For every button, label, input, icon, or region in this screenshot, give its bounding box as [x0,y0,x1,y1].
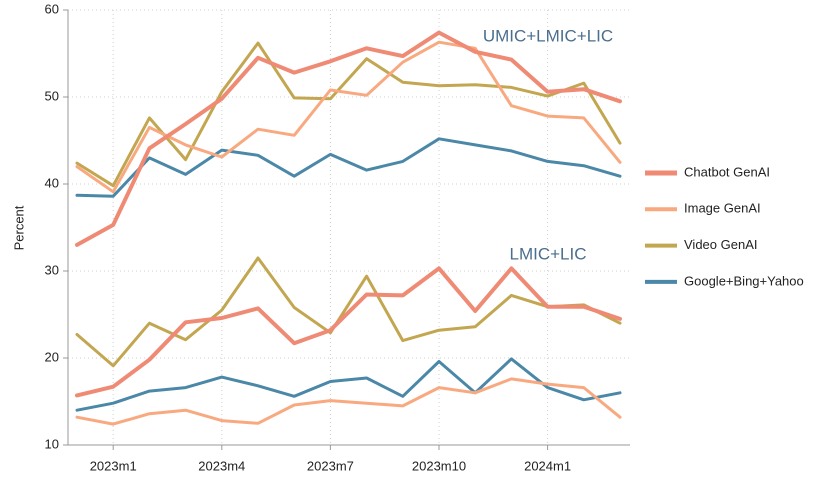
x-tick-label: 2023m10 [412,458,466,473]
series-line [75,41,622,188]
series-line [75,256,622,368]
y-tick-label: 60 [45,1,59,16]
legend-label: Image GenAI [684,201,761,216]
y-tick-label: 40 [45,175,59,190]
series-line [75,266,622,398]
legend-label: Chatbot GenAI [684,164,770,179]
legend-label: Video GenAI [684,237,757,252]
y-axis-label: Percent [11,205,26,250]
series-line [75,40,622,194]
y-tick-label: 20 [45,349,59,364]
group-annotation: LMIC+LIC [510,244,587,263]
x-tick-label: 2023m7 [307,458,354,473]
y-tick-label: 10 [45,436,59,451]
group-annotation: UMIC+LMIC+LIC [483,26,613,45]
x-tick-label: 2023m4 [198,458,245,473]
x-tick-label: 2023m1 [90,458,137,473]
y-tick-label: 50 [45,88,59,103]
x-tick-label: 2024m1 [524,458,571,473]
y-tick-label: 30 [45,262,59,277]
series-line [75,357,622,412]
series-line [75,137,622,198]
series-line [75,377,622,426]
legend-label: Google+Bing+Yahoo [684,273,804,288]
series-line [75,30,622,247]
